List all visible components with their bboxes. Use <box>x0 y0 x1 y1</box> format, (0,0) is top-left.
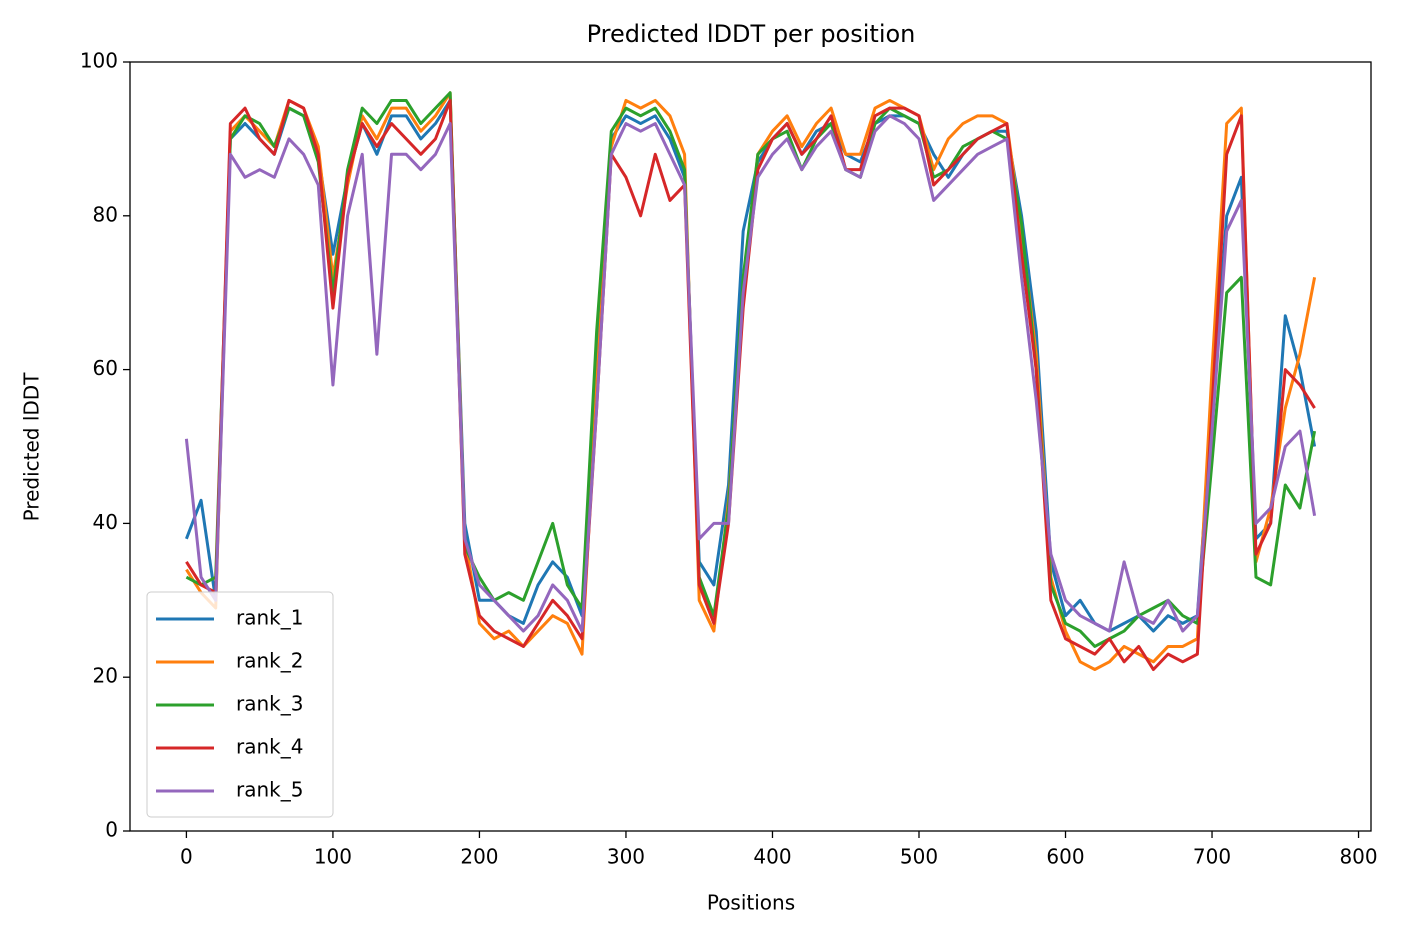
y-tick-label: 0 <box>105 818 118 842</box>
series-line <box>185 91 1317 648</box>
x-tick-label: 700 <box>1193 845 1231 869</box>
x-tick-label: 800 <box>1339 845 1377 869</box>
x-tick-label: 600 <box>1046 845 1084 869</box>
x-tick-label: 100 <box>314 845 352 869</box>
x-tick-label: 300 <box>607 845 645 869</box>
legend-label: rank_5 <box>236 778 303 802</box>
x-tick-label: 0 <box>180 845 193 869</box>
legend-label: rank_4 <box>236 735 303 759</box>
x-tick-label: 500 <box>900 845 938 869</box>
plot-frame <box>129 61 1372 832</box>
legend-label: rank_1 <box>236 606 303 630</box>
legend-label: rank_3 <box>236 692 303 716</box>
series-line <box>184 114 1317 633</box>
series-line <box>185 98 1317 633</box>
y-tick-label: 40 <box>93 510 118 534</box>
y-tick-label: 100 <box>80 49 118 73</box>
y-tick-label: 60 <box>93 356 118 380</box>
y-tick-label: 80 <box>93 202 118 226</box>
y-axis-label: Predicted lDDT <box>20 372 44 522</box>
chart-title: Predicted lDDT per position <box>587 20 916 48</box>
legend-label: rank_2 <box>236 649 303 673</box>
x-tick-label: 400 <box>753 845 791 869</box>
y-tick-label: 20 <box>93 664 118 688</box>
x-axis-label: Positions <box>707 891 795 915</box>
x-tick-label: 200 <box>460 845 498 869</box>
legend-box <box>146 591 334 818</box>
